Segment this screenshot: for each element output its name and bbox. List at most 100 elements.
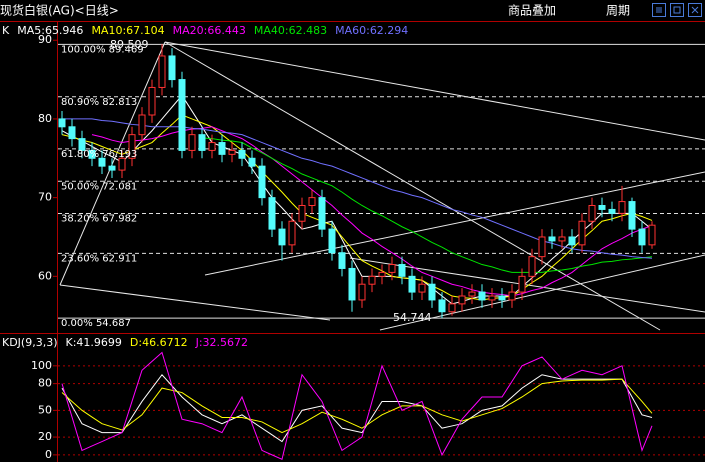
overlay-button[interactable]: 商品叠加: [508, 3, 556, 18]
candle-body: [258, 165, 266, 199]
candle-body: [478, 291, 486, 301]
indicator-line: [61, 378, 653, 434]
candle-body: [118, 157, 126, 171]
candle-body: [198, 134, 206, 151]
candle-body: [248, 157, 256, 167]
candle-body: [268, 197, 276, 230]
candle-body: [238, 149, 246, 159]
fib-label: 50.00% 72.081: [61, 181, 137, 192]
candle-body: [378, 271, 386, 277]
y-tick-label: 0: [45, 448, 52, 461]
candle-body: [408, 275, 416, 293]
candle-body: [388, 264, 396, 273]
y-tick-label: 20: [38, 430, 52, 443]
legend-entry: D:46.6712: [130, 336, 188, 349]
icon-restore-glyph: [673, 6, 681, 14]
legend-entry: MA10:67.104: [91, 24, 164, 37]
candle-body: [498, 295, 506, 301]
y-tick-label: 50: [38, 403, 52, 416]
candle-body: [438, 299, 446, 313]
y-tick-label: 70: [38, 191, 52, 204]
candle-body: [618, 201, 626, 214]
legend-entry: MA20:66.443: [173, 24, 246, 37]
fib-label: 38.20% 67.982: [61, 214, 137, 225]
candle-body: [98, 157, 106, 167]
y-tick-label: 80: [38, 112, 52, 125]
candle-body: [488, 295, 496, 301]
candle-body: [608, 208, 616, 214]
candle-body: [458, 295, 466, 305]
legend-entry: MA60:62.294: [335, 24, 408, 37]
candle-legend: K: [2, 24, 10, 37]
candle-body: [218, 142, 226, 155]
fib-label: 23.60% 62.911: [61, 253, 137, 264]
candle-body: [448, 303, 456, 313]
fib-label: 80.90% 82.813: [61, 97, 137, 108]
legend-entry: MA5:65.946: [17, 24, 83, 37]
indicator-line: [201, 137, 653, 273]
y-tick-label: 90: [38, 33, 52, 46]
main-plot: [58, 43, 705, 319]
candle-body: [508, 291, 516, 301]
candle-body: [158, 55, 166, 88]
candle-body: [348, 267, 356, 301]
candle-body: [128, 134, 136, 159]
kdj-plot: [61, 351, 653, 461]
page-title: 现货白银(AG)<日线>: [0, 3, 119, 18]
candle-body: [78, 138, 86, 151]
candle-body: [418, 283, 426, 293]
candle-body: [368, 275, 376, 285]
y-tick-label: 60: [38, 269, 52, 282]
y-tick-label: 100: [31, 359, 52, 372]
candle-body: [548, 236, 556, 242]
trend-line: [164, 41, 705, 141]
candle-body: [428, 283, 436, 301]
indicator-line: [61, 373, 653, 443]
candle-body: [328, 228, 336, 254]
trend-line: [59, 284, 331, 321]
candle-body: [88, 149, 96, 159]
trend-line: [349, 257, 705, 313]
legend-entry: MA40:62.483: [254, 24, 327, 37]
candle-body: [588, 205, 596, 222]
indicator-line: [61, 351, 653, 461]
candle-body: [578, 220, 586, 246]
candle-body: [68, 126, 76, 140]
candle-body: [638, 228, 646, 246]
candle-body: [178, 79, 186, 151]
legend-entry: K:41.9699: [66, 336, 122, 349]
candle-body: [628, 201, 636, 230]
candle-body: [308, 197, 316, 207]
candle-body: [518, 275, 526, 293]
candle-body: [338, 252, 346, 269]
y-tick-label: 80: [38, 377, 52, 390]
icon-close[interactable]: [688, 3, 702, 17]
candle-body: [558, 236, 566, 242]
icon-restore[interactable]: [670, 3, 684, 17]
window-icons: [652, 3, 702, 17]
candle-body: [288, 220, 296, 246]
candle-body: [538, 236, 546, 258]
fib-label: 61.80% 76.193: [61, 149, 137, 160]
candle-body: [648, 224, 656, 246]
candle-body: [298, 205, 306, 222]
indicator-line: [62, 118, 653, 259]
indicator-line: [61, 114, 653, 301]
fib-label: 0.00% 54.687: [61, 318, 131, 329]
candle-body: [188, 134, 196, 151]
candle-body: [318, 197, 326, 230]
candle-body: [398, 264, 406, 277]
icon-menu[interactable]: [652, 3, 666, 17]
candle-body: [208, 142, 216, 151]
candle-body: [528, 256, 536, 277]
period-button[interactable]: 周期: [606, 4, 630, 18]
indicator-line: [61, 94, 653, 305]
candle-body: [168, 55, 176, 81]
candle-body: [358, 283, 366, 301]
candle-body: [468, 291, 476, 297]
icon-menu-glyph: [656, 7, 662, 13]
fib-label: 100.00% 89.469: [61, 44, 144, 55]
candle-body: [108, 165, 116, 171]
